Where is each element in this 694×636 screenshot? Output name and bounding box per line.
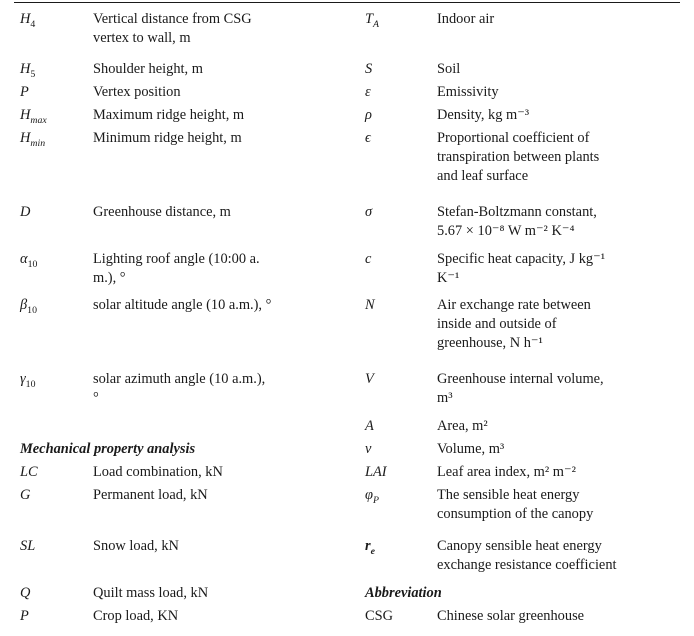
table-top-rule	[14, 2, 680, 3]
description: Vertex position	[93, 84, 181, 100]
symbol: V	[365, 371, 374, 387]
symbol: SL	[20, 538, 36, 554]
description: Area, m²	[437, 418, 488, 434]
description: Minimum ridge height, m	[93, 130, 242, 146]
description: Shoulder height, m	[93, 61, 203, 77]
symbol: S	[365, 61, 373, 77]
description: Lighting roof angle (10:00 a. m.), °	[93, 251, 260, 286]
description: The sensible heat energy consumption of t…	[437, 487, 594, 522]
symbol: β10	[20, 297, 37, 316]
symbol: γ10	[20, 371, 36, 390]
symbol: N	[365, 297, 375, 313]
symbol: LC	[20, 464, 38, 480]
symbol: v	[365, 441, 372, 457]
symbol: α10	[20, 251, 38, 270]
symbol: TA	[365, 11, 379, 30]
description: Air exchange rate between inside and outs…	[437, 297, 591, 351]
section-heading-abbreviation: Abbreviation	[365, 585, 442, 601]
description: Specific heat capacity, J kg⁻¹ K⁻¹	[437, 251, 606, 286]
description: Vertical distance from CSG vertex to wall…	[93, 11, 252, 46]
description: Snow load, kN	[93, 538, 179, 554]
symbol: ρ	[365, 107, 372, 123]
description: Load combination, kN	[93, 464, 223, 480]
section-heading-mechanical: Mechanical property analysis	[20, 441, 196, 457]
description: Soil	[437, 61, 461, 77]
description: Crop load, KN	[93, 608, 179, 624]
symbol: LAI	[365, 464, 387, 480]
description: Quilt mass load, kN	[93, 585, 209, 601]
symbol: A	[365, 418, 374, 434]
description: Emissivity	[437, 84, 499, 100]
symbol: φP	[365, 487, 379, 506]
symbol: D	[20, 204, 31, 220]
symbol: σ	[365, 204, 373, 220]
symbol: c	[365, 251, 372, 267]
symbol: Hmax	[20, 107, 47, 126]
symbol: re	[365, 538, 375, 557]
symbol: H5	[20, 61, 36, 80]
description: Maximum ridge height, m	[93, 107, 245, 123]
description: Greenhouse distance, m	[93, 204, 231, 220]
symbol: ϵ	[365, 130, 371, 146]
description: Permanent load, kN	[93, 487, 208, 503]
description: Volume, m³	[437, 441, 505, 457]
description: solar azimuth angle (10 a.m.), °	[93, 371, 266, 406]
symbol: H4	[20, 11, 36, 30]
symbol: G	[20, 487, 31, 503]
symbol: Hmin	[20, 130, 46, 149]
description: Density, kg m⁻³	[437, 107, 530, 123]
symbol: ε	[365, 84, 371, 100]
description: Leaf area index, m² m⁻²	[437, 464, 576, 480]
description: Stefan-Boltzmann constant, 5.67 × 10⁻⁸ W …	[437, 204, 597, 239]
description: Canopy sensible heat energy exchange resi…	[437, 538, 617, 573]
description: Greenhouse internal volume, m³	[437, 371, 604, 406]
description: Proportional coefficient of transpiration…	[437, 130, 600, 184]
symbol: Q	[20, 585, 31, 601]
description: Chinese solar greenhouse	[437, 608, 585, 624]
description: Indoor air	[437, 11, 495, 27]
symbol: P	[20, 608, 29, 624]
symbol: CSG	[365, 608, 393, 624]
symbol: P	[20, 84, 29, 100]
description: solar altitude angle (10 a.m.), °	[93, 297, 272, 313]
